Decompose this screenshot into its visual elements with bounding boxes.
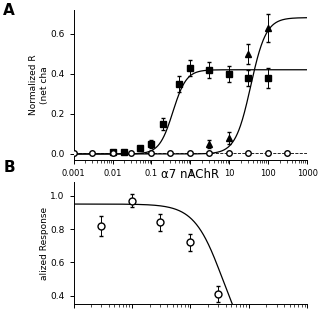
X-axis label: [agonist], μM: [agonist], μM bbox=[156, 184, 225, 194]
Text: B: B bbox=[3, 160, 15, 175]
Y-axis label: Normalized R
(net cha: Normalized R (net cha bbox=[29, 54, 49, 115]
Y-axis label: alized Response: alized Response bbox=[40, 207, 49, 280]
Text: A: A bbox=[3, 3, 15, 18]
Title: α7 nAChR: α7 nAChR bbox=[161, 168, 220, 181]
